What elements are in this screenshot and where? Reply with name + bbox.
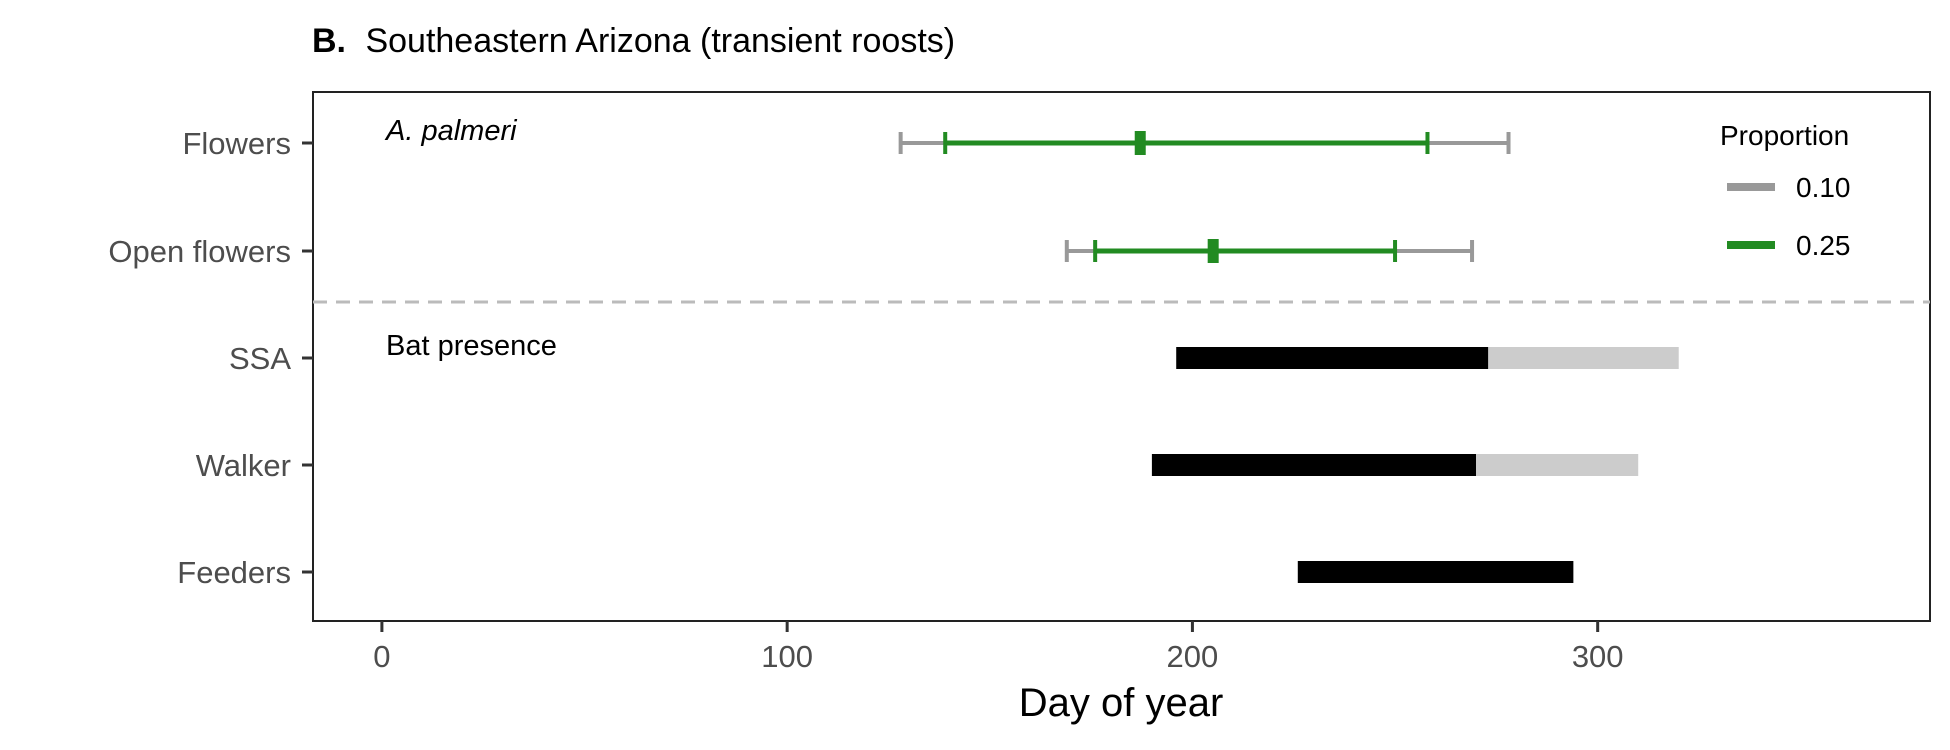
y-tick-label-walker: Walker [196, 448, 291, 483]
x-tick-label-300: 300 [1572, 639, 1624, 674]
y-tick-label-open-flowers: Open flowers [108, 234, 291, 269]
x-axis: 0 100 200 300 [373, 621, 1624, 674]
x-tick-label-100: 100 [761, 639, 813, 674]
panel-label: B. [312, 22, 346, 60]
presence-bar-ssa-primary [1176, 347, 1489, 369]
bat-presence-annotation: Bat presence [386, 330, 557, 362]
presence-bar-walker-primary [1151, 454, 1477, 476]
y-tick-label-ssa: SSA [229, 341, 291, 376]
x-axis-label: Day of year [1019, 681, 1224, 725]
legend: Proportion 0.10 0.25 [1720, 120, 1851, 261]
y-axis: Flowers Open flowers SSA Walker Feeders [108, 126, 313, 590]
x-tick-label-200: 200 [1167, 639, 1219, 674]
chart-title: B. Southeastern Arizona (transient roost… [312, 22, 955, 60]
presence-bar-feeders-primary [1297, 561, 1574, 583]
title-text: Southeastern Arizona (transient roosts) [365, 22, 955, 60]
presence-bar-walker-secondary [1476, 454, 1639, 476]
median-marker-open-flowers [1207, 239, 1219, 263]
y-tick-label-flowers: Flowers [182, 126, 291, 161]
presence-bar-ssa-secondary [1488, 347, 1679, 369]
data-marks [898, 131, 1679, 583]
legend-title: Proportion [1720, 120, 1849, 151]
x-tick-label-0: 0 [373, 639, 390, 674]
legend-label-0-10: 0.10 [1796, 172, 1851, 203]
legend-label-0-25: 0.25 [1796, 230, 1851, 261]
median-marker-flowers [1134, 131, 1146, 155]
y-tick-label-feeders: Feeders [177, 555, 291, 590]
species-annotation: A. palmeri [384, 115, 518, 147]
